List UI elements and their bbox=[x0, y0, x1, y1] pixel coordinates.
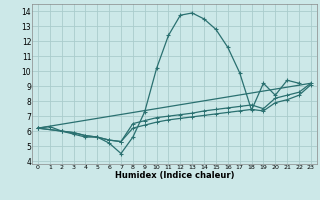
X-axis label: Humidex (Indice chaleur): Humidex (Indice chaleur) bbox=[115, 171, 234, 180]
